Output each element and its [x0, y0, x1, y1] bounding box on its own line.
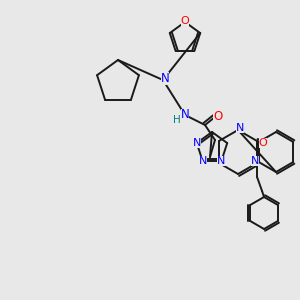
Text: O: O: [259, 138, 267, 148]
Text: N: N: [181, 109, 189, 122]
Text: O: O: [181, 16, 189, 26]
Text: O: O: [213, 110, 223, 124]
Text: N: N: [193, 138, 201, 148]
Text: N: N: [160, 71, 169, 85]
Text: H: H: [173, 115, 181, 125]
Text: N: N: [236, 123, 244, 133]
Text: N: N: [251, 156, 259, 166]
Text: N: N: [198, 156, 207, 166]
Text: N: N: [217, 156, 226, 166]
